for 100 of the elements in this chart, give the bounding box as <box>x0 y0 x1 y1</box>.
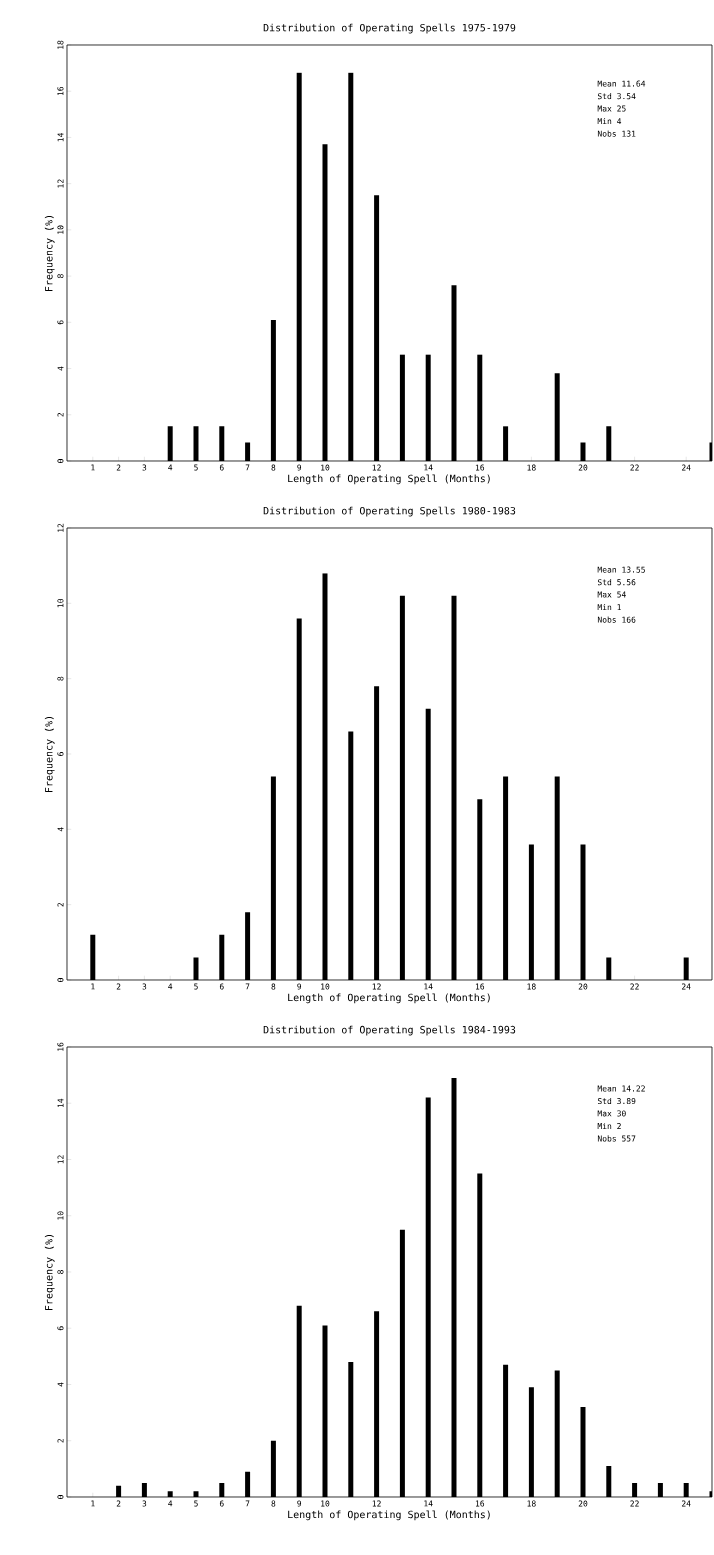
x-tick-label: 9 <box>297 983 302 990</box>
x-tick-label: 22 <box>630 464 639 471</box>
annotation: Mean 13.55 <box>597 566 645 573</box>
annotation: Min 4 <box>597 118 622 125</box>
x-tick-label: 20 <box>578 983 588 990</box>
x-tick-label: 12 <box>372 1500 381 1507</box>
x-tick-label: 18 <box>527 983 536 990</box>
x-axis-title: Length of Operating Spell (Months) <box>288 993 490 1004</box>
y-tick-label: 14 <box>57 133 64 142</box>
x-tick-label: 8 <box>271 464 276 471</box>
y-tick-label: 8 <box>57 1270 64 1274</box>
annotation: Nobs 166 <box>597 616 636 623</box>
x-tick-label: 3 <box>142 1500 147 1507</box>
annotation: Nobs 557 <box>597 1135 636 1142</box>
y-tick-label: 12 <box>57 1155 64 1164</box>
x-tick-label: 20 <box>578 464 588 471</box>
x-tick-label: 6 <box>219 464 224 471</box>
x-tick-label: 5 <box>194 1500 198 1507</box>
x-tick-label: 6 <box>219 983 224 990</box>
y-tick-label: 4 <box>57 827 64 832</box>
x-tick-label: 16 <box>475 1500 485 1507</box>
x-tick-label: 3 <box>142 983 147 990</box>
annotation: Std 3.89 <box>597 1097 636 1105</box>
y-tick-label: 16 <box>57 1042 64 1051</box>
chart-title: Distribution of Operating Spells 1975-1979 <box>263 23 516 34</box>
y-tick-label: 4 <box>57 1382 64 1387</box>
annotation: Std 3.54 <box>597 93 636 100</box>
y-tick-label: 18 <box>57 40 64 49</box>
annotation: Min 2 <box>597 1122 621 1129</box>
x-axis-title: Length of Operating Spell (Months) <box>288 1510 490 1521</box>
x-tick-label: 8 <box>271 1500 276 1507</box>
x-tick-label: 14 <box>424 983 433 990</box>
y-axis-title: Frequency (%) <box>44 1234 55 1310</box>
y-tick-label: 6 <box>57 1326 64 1331</box>
chart-title: Distribution of Operating Spells 1984-1993 <box>263 1025 516 1036</box>
y-tick-label: 16 <box>57 86 64 96</box>
x-axis-title: Length of Operating Spell (Months) <box>288 474 490 485</box>
y-tick-label: 12 <box>57 523 64 532</box>
x-tick-label: 1 <box>91 1500 95 1507</box>
x-tick-label: 16 <box>475 983 485 990</box>
annotation: Max 54 <box>597 591 626 598</box>
x-tick-label: 14 <box>424 1500 433 1507</box>
x-tick-label: 10 <box>321 464 330 471</box>
x-tick-label: 7 <box>245 983 250 990</box>
y-axis-title: Frequency (%) <box>44 716 55 792</box>
x-tick-label: 4 <box>168 464 173 471</box>
x-tick-label: 22 <box>630 1500 639 1507</box>
x-tick-label: 12 <box>372 464 381 471</box>
annotation: Mean 11.64 <box>597 80 646 87</box>
x-tick-label: 18 <box>527 1500 536 1507</box>
x-tick-label: 18 <box>527 464 536 471</box>
annotation: Nobs 131 <box>597 130 636 137</box>
x-tick-label: 2 <box>116 1500 121 1507</box>
y-tick-label: 12 <box>57 179 64 188</box>
y-tick-label: 2 <box>57 1439 64 1443</box>
x-tick-label: 7 <box>245 1500 250 1507</box>
y-tick-label: 8 <box>57 676 64 681</box>
chart-title: Distribution of Operating Spells 1980-1983 <box>263 506 516 517</box>
x-tick-label: 4 <box>168 983 173 990</box>
y-tick-label: 10 <box>57 225 64 234</box>
x-tick-label: 1 <box>91 983 95 990</box>
x-tick-label: 24 <box>681 983 691 990</box>
x-tick-label: 4 <box>168 1500 173 1507</box>
x-tick-label: 1 <box>91 464 95 471</box>
x-tick-label: 5 <box>194 983 198 990</box>
x-tick-label: 9 <box>297 1500 302 1507</box>
x-tick-label: 24 <box>681 1500 691 1507</box>
y-tick-label: 14 <box>57 1098 64 1108</box>
y-tick-label: 2 <box>57 902 64 907</box>
x-tick-label: 9 <box>297 464 302 471</box>
x-tick-label: 7 <box>245 464 250 471</box>
y-tick-label: 4 <box>57 366 64 371</box>
x-tick-label: 2 <box>116 464 121 471</box>
annotation: Max 30 <box>597 1110 626 1117</box>
y-tick-label: 10 <box>57 1211 64 1220</box>
y-tick-label: 0 <box>57 459 64 463</box>
y-tick-label: 8 <box>57 274 64 278</box>
x-tick-label: 16 <box>475 464 485 471</box>
annotation: Mean 14.22 <box>597 1085 645 1092</box>
x-tick-label: 24 <box>681 464 691 471</box>
y-tick-label: 0 <box>57 1495 64 1499</box>
y-tick-label: 0 <box>57 978 64 982</box>
y-tick-label: 6 <box>57 320 64 325</box>
x-tick-label: 12 <box>372 983 381 990</box>
x-tick-label: 14 <box>424 464 433 471</box>
x-tick-label: 5 <box>194 464 198 471</box>
x-tick-label: 22 <box>630 983 639 990</box>
y-tick-label: 2 <box>57 413 64 417</box>
x-tick-label: 3 <box>142 464 147 471</box>
x-tick-label: 6 <box>219 1500 224 1507</box>
x-tick-label: 20 <box>578 1500 588 1507</box>
y-axis-title: Frequency (%) <box>44 215 55 291</box>
y-tick-label: 10 <box>57 599 64 608</box>
annotation: Min 1 <box>597 604 621 611</box>
annotation: Max 25 <box>597 105 626 112</box>
x-tick-label: 2 <box>116 983 121 990</box>
y-tick-label: 6 <box>57 752 64 756</box>
annotation: Std 5.56 <box>597 579 636 586</box>
x-tick-label: 8 <box>271 983 276 990</box>
x-tick-label: 10 <box>321 1500 330 1507</box>
